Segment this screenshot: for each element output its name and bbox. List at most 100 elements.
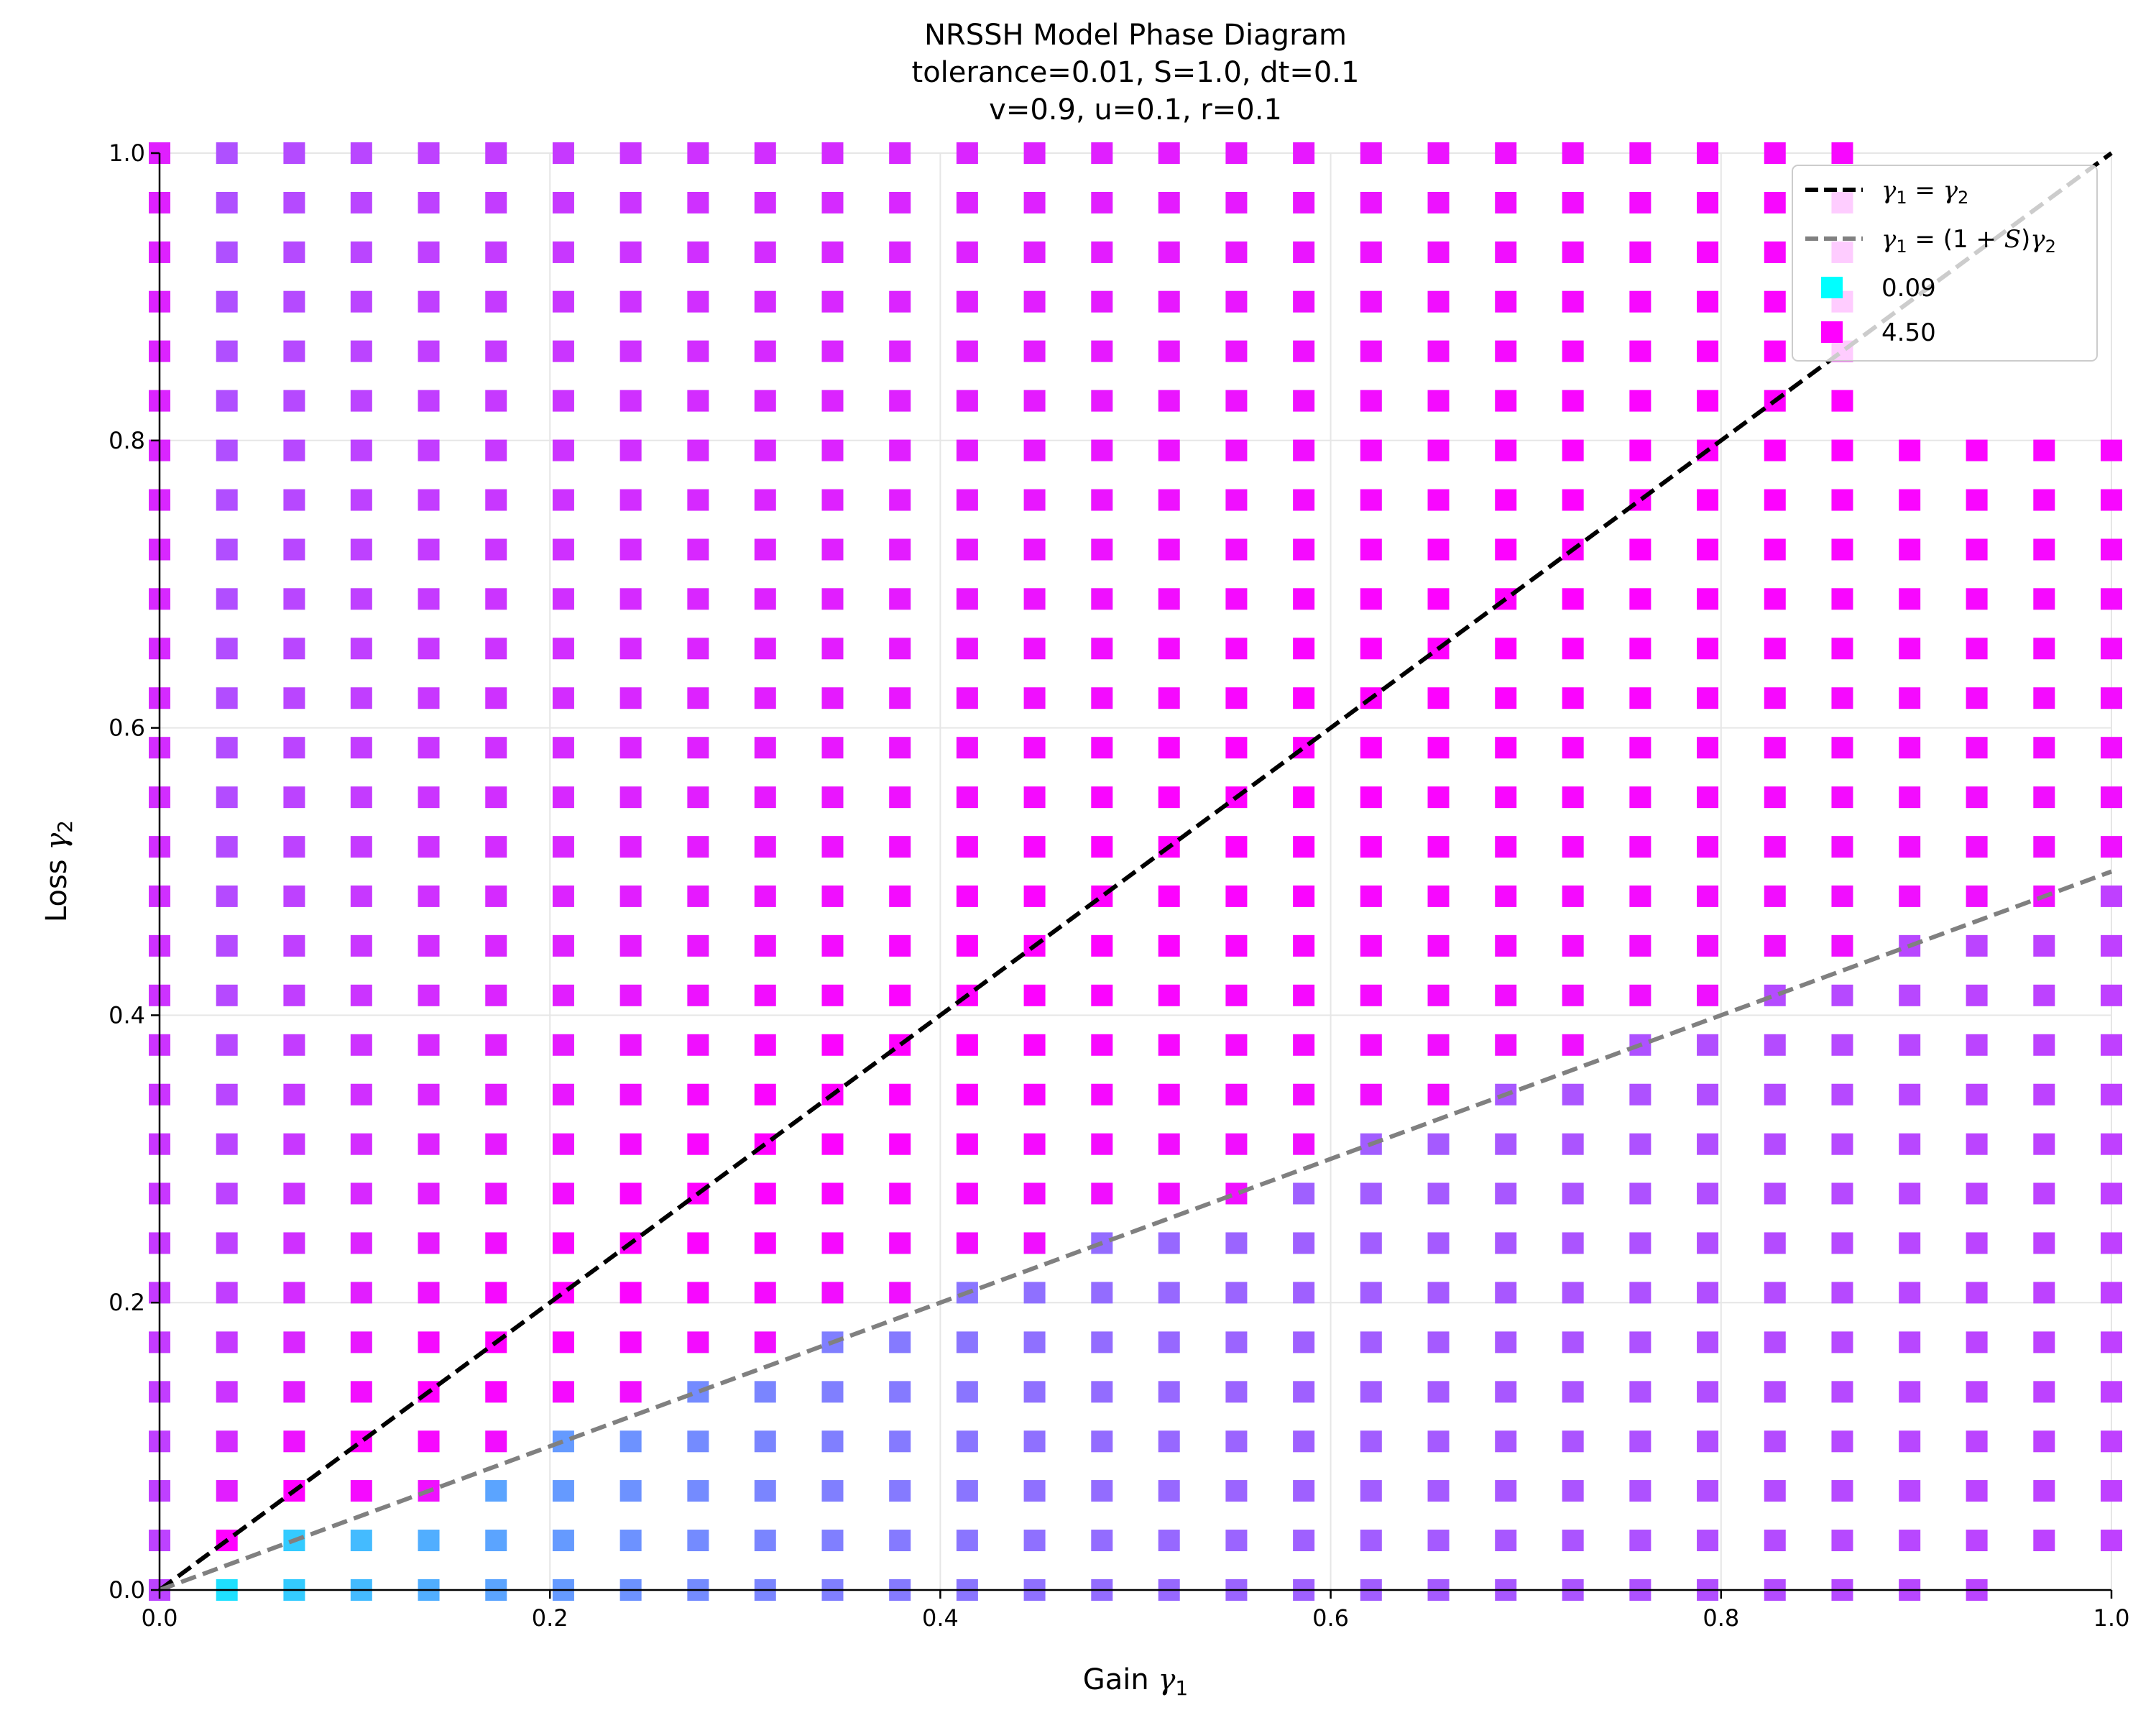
- data-point: [1831, 390, 1853, 412]
- data-point: [687, 142, 709, 164]
- data-point: [1899, 1182, 1921, 1205]
- data-point: [1764, 290, 1786, 313]
- data-point: [418, 687, 440, 709]
- data-point: [1158, 687, 1180, 709]
- data-point: [350, 191, 372, 213]
- data-point: [1697, 142, 1719, 164]
- data-point: [485, 191, 507, 213]
- data-point: [1427, 1133, 1450, 1155]
- data-point: [350, 934, 372, 957]
- data-point: [1764, 1232, 1786, 1254]
- data-point: [1023, 191, 1046, 213]
- data-point: [1225, 241, 1248, 263]
- data-point: [687, 1133, 709, 1155]
- data-point: [1966, 1381, 1988, 1403]
- data-point: [1629, 142, 1651, 164]
- data-point: [216, 934, 238, 957]
- data-point: [1427, 588, 1450, 610]
- y-axis-label-symbol: γ: [40, 833, 73, 850]
- data-point: [552, 885, 574, 907]
- data-point: [1697, 1480, 1719, 1502]
- data-point: [552, 1381, 574, 1403]
- data-point: [1629, 290, 1651, 313]
- data-point: [889, 885, 911, 907]
- data-point: [1427, 1282, 1450, 1304]
- data-point: [350, 1282, 372, 1304]
- data-point: [1427, 489, 1450, 511]
- data-point: [418, 1034, 440, 1056]
- data-point: [1091, 1331, 1113, 1354]
- data-point: [1360, 1232, 1382, 1254]
- data-point: [283, 241, 305, 263]
- data-point: [1697, 1133, 1719, 1155]
- data-point: [1427, 1430, 1450, 1453]
- data-point: [1697, 885, 1719, 907]
- data-point: [1427, 1034, 1450, 1056]
- data-point: [1427, 241, 1450, 263]
- data-point: [1023, 638, 1046, 660]
- data-point: [1427, 1232, 1450, 1254]
- data-point: [1764, 1331, 1786, 1354]
- data-point: [1831, 638, 1853, 660]
- data-point: [1158, 885, 1180, 907]
- data-point: [1764, 984, 1786, 1006]
- data-point: [821, 142, 844, 164]
- data-point: [1562, 1480, 1584, 1502]
- x-tick-label: 0.8: [1703, 1604, 1739, 1632]
- data-point: [1023, 1430, 1046, 1453]
- data-point: [350, 1381, 372, 1403]
- data-point: [1225, 1282, 1248, 1304]
- data-point: [216, 984, 238, 1006]
- data-point: [1697, 290, 1719, 313]
- data-point: [754, 786, 776, 809]
- data-point: [754, 737, 776, 759]
- data-point: [1158, 390, 1180, 412]
- data-point: [754, 1282, 776, 1304]
- data-point: [552, 687, 574, 709]
- data-point: [283, 142, 305, 164]
- data-point: [552, 538, 574, 561]
- data-point: [2033, 984, 2055, 1006]
- data-point: [552, 1430, 574, 1453]
- data-point: [1158, 1083, 1180, 1106]
- data-point: [889, 638, 911, 660]
- data-point: [956, 290, 978, 313]
- data-point: [2033, 1182, 2055, 1205]
- data-point: [1360, 1381, 1382, 1403]
- data-point: [1293, 1282, 1315, 1304]
- data-point: [1360, 142, 1382, 164]
- data-point: [1091, 984, 1113, 1006]
- data-point: [889, 1530, 911, 1552]
- data-point: [1495, 538, 1517, 561]
- data-point: [552, 1232, 574, 1254]
- data-point: [283, 1430, 305, 1453]
- data-point: [552, 489, 574, 511]
- data-point: [350, 1331, 372, 1354]
- data-point: [1091, 1480, 1113, 1502]
- data-point: [1225, 191, 1248, 213]
- data-point: [2033, 1133, 2055, 1155]
- data-point: [485, 1034, 507, 1056]
- data-point: [1293, 885, 1315, 907]
- data-point: [552, 1480, 574, 1502]
- data-point: [1225, 1480, 1248, 1502]
- data-point: [1629, 687, 1651, 709]
- data-point: [821, 340, 844, 362]
- data-point: [889, 1381, 911, 1403]
- data-point: [1495, 1430, 1517, 1453]
- data-point: [754, 1083, 776, 1106]
- data-point: [1831, 439, 1853, 461]
- data-point: [889, 191, 911, 213]
- data-point: [1360, 538, 1382, 561]
- data-point: [1764, 1480, 1786, 1502]
- data-point: [1158, 1530, 1180, 1552]
- data-point: [1966, 984, 1988, 1006]
- data-point: [216, 1381, 238, 1403]
- data-point: [821, 538, 844, 561]
- y-axis-label-subscript: 2: [53, 820, 77, 833]
- data-point: [754, 1480, 776, 1502]
- data-point: [1158, 588, 1180, 610]
- data-point: [821, 489, 844, 511]
- data-point: [956, 934, 978, 957]
- data-point: [956, 241, 978, 263]
